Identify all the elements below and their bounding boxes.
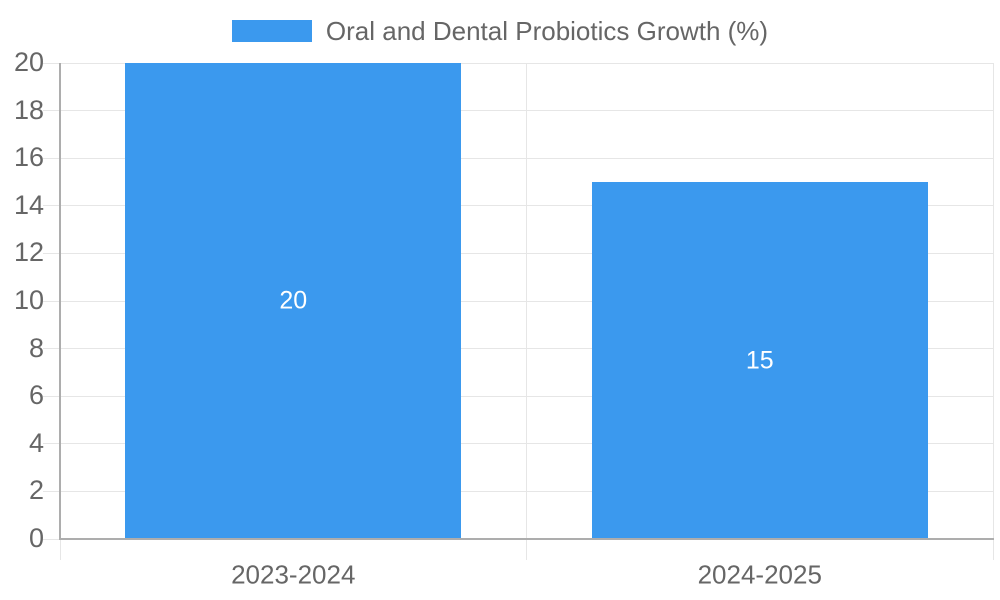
gridline-horizontal <box>43 110 993 112</box>
gridline-vertical <box>992 63 994 560</box>
y-tick-label: 10 <box>13 284 44 315</box>
y-tick-label: 6 <box>28 380 44 411</box>
y-tick-label: 16 <box>13 142 44 173</box>
gridline-horizontal <box>43 443 993 445</box>
bar <box>591 182 928 539</box>
y-tick-label: 0 <box>28 522 44 553</box>
gridline-horizontal <box>43 395 993 397</box>
x-tick-label: 2024-2025 <box>697 559 822 590</box>
gridline-vertical <box>526 63 527 560</box>
gridline-horizontal <box>43 490 993 492</box>
gridline-horizontal <box>43 300 993 302</box>
gridline-horizontal <box>43 348 993 350</box>
bar <box>125 63 462 539</box>
gridline-horizontal <box>43 252 993 254</box>
y-axis-line <box>59 63 61 539</box>
y-tick-label: 4 <box>28 427 44 458</box>
x-tick-label: 2023-2024 <box>231 559 356 590</box>
y-tick-label: 2 <box>28 475 44 506</box>
y-tick-label: 12 <box>13 237 44 268</box>
chart-legend: Oral and Dental Probiotics Growth (%) <box>0 16 1000 46</box>
bar-value-label: 20 <box>279 286 308 315</box>
y-tick-label: 8 <box>28 332 44 363</box>
x-axis-line <box>59 538 994 540</box>
legend-swatch <box>231 20 312 42</box>
gridline-horizontal <box>43 205 993 207</box>
y-tick-label: 18 <box>13 94 44 125</box>
gridline-horizontal <box>43 62 993 64</box>
bar-value-label: 15 <box>745 346 774 374</box>
y-tick-label: 20 <box>13 46 44 77</box>
gridline-horizontal <box>43 157 993 159</box>
legend-label: Oral and Dental Probiotics Growth (%) <box>325 16 769 46</box>
y-tick-label: 14 <box>13 189 44 220</box>
